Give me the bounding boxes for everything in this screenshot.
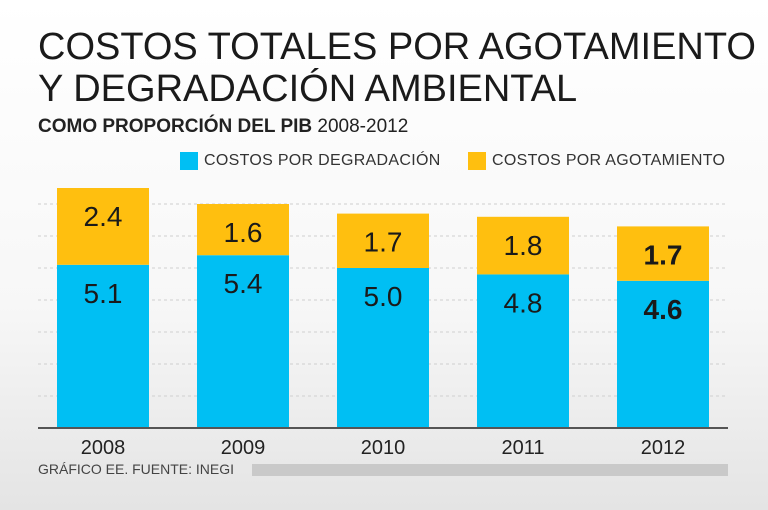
legend: COSTOS POR DEGRADACIÓN COSTOS POR AGOTAM… [0, 152, 768, 180]
data-label-degradacion-2009: 5.4 [224, 268, 263, 299]
x-tick-label-2010: 2010 [361, 437, 406, 459]
data-label-agotamiento-2009: 1.6 [224, 217, 263, 248]
bar-degradacion-2010 [337, 268, 429, 428]
data-label-degradacion-2010: 5.0 [364, 281, 403, 312]
legend-swatch-degradacion [180, 152, 198, 170]
bar-agotamiento-2012 [617, 226, 709, 281]
data-label-degradacion-2008: 5.1 [84, 278, 123, 309]
bar-agotamiento-2011 [477, 216, 569, 275]
chart-subtitle: COMO PROPORCIÓN DEL PIB 2008-2012 [38, 116, 408, 138]
source-credit: GRÁFICO EE. FUENTE: INEGI [38, 461, 235, 477]
x-tick-label-2011: 2011 [501, 437, 544, 459]
legend-label-agotamiento: COSTOS POR AGOTAMIENTO [492, 152, 726, 169]
subtitle-bold: COMO PROPORCIÓN DEL PIB [38, 116, 313, 137]
data-label-agotamiento-2010: 1.7 [364, 227, 403, 258]
footer-rule [252, 464, 728, 476]
subtitle-range: 2008-2012 [317, 116, 409, 137]
title-line-2: Y DEGRADACIÓN AMBIENTAL [38, 68, 578, 110]
data-label-agotamiento-2012: 1.7 [644, 239, 683, 270]
bar-degradacion-2008 [57, 264, 149, 428]
bar-degradacion-2011 [477, 274, 569, 428]
legend-item-agotamiento: COSTOS POR AGOTAMIENTO [468, 152, 725, 170]
legend-swatch-agotamiento [468, 152, 486, 170]
x-tick-label-2008: 2008 [81, 437, 126, 459]
data-label-agotamiento-2008: 2.4 [84, 201, 123, 232]
bar-agotamiento-2010 [337, 213, 429, 268]
bar-agotamiento-2009 [197, 204, 289, 256]
data-label-agotamiento-2011: 1.8 [504, 230, 543, 261]
bar-degradacion-2009 [197, 255, 289, 428]
legend-label-degradacion: COSTOS POR DEGRADACIÓN [204, 152, 441, 169]
bar-degradacion-2012 [617, 280, 709, 428]
x-tick-label-2012: 2012 [641, 437, 686, 459]
chart-title: COSTOS TOTALES POR AGOTAMIENTO Y DEGRADA… [38, 26, 756, 110]
title-line-1: COSTOS TOTALES POR AGOTAMIENTO [38, 26, 756, 68]
data-label-degradacion-2011: 4.8 [504, 287, 543, 318]
legend-item-degradacion: COSTOS POR DEGRADACIÓN [180, 152, 441, 170]
bar-agotamiento-2008 [57, 188, 149, 265]
data-label-degradacion-2012: 4.6 [644, 294, 683, 325]
x-tick-label-2009: 2009 [221, 437, 266, 459]
